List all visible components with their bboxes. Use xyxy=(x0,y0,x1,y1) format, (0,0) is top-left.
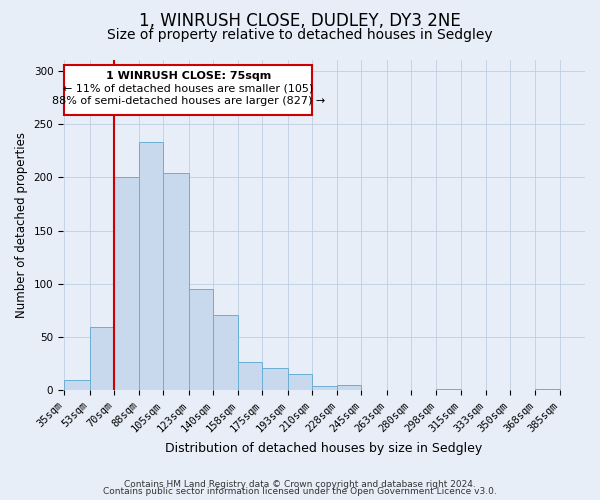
Bar xyxy=(262,368,288,390)
Y-axis label: Number of detached properties: Number of detached properties xyxy=(15,132,28,318)
Text: 1 WINRUSH CLOSE: 75sqm: 1 WINRUSH CLOSE: 75sqm xyxy=(106,70,271,81)
Bar xyxy=(139,142,163,390)
Text: 1, WINRUSH CLOSE, DUDLEY, DY3 2NE: 1, WINRUSH CLOSE, DUDLEY, DY3 2NE xyxy=(139,12,461,30)
Bar xyxy=(189,289,213,390)
Bar xyxy=(114,177,139,390)
Bar xyxy=(163,173,189,390)
Bar xyxy=(64,380,90,390)
Text: Contains public sector information licensed under the Open Government Licence v3: Contains public sector information licen… xyxy=(103,487,497,496)
Text: 88% of semi-detached houses are larger (827) →: 88% of semi-detached houses are larger (… xyxy=(52,96,325,106)
Bar xyxy=(312,386,337,390)
X-axis label: Distribution of detached houses by size in Sedgley: Distribution of detached houses by size … xyxy=(166,442,482,455)
Bar xyxy=(288,374,312,390)
Text: ← 11% of detached houses are smaller (105): ← 11% of detached houses are smaller (10… xyxy=(63,84,313,94)
Bar xyxy=(90,328,114,390)
Bar xyxy=(337,385,361,390)
Text: Size of property relative to detached houses in Sedgley: Size of property relative to detached ho… xyxy=(107,28,493,42)
Bar xyxy=(213,314,238,390)
Text: Contains HM Land Registry data © Crown copyright and database right 2024.: Contains HM Land Registry data © Crown c… xyxy=(124,480,476,489)
Bar xyxy=(238,362,262,390)
FancyBboxPatch shape xyxy=(64,66,312,116)
